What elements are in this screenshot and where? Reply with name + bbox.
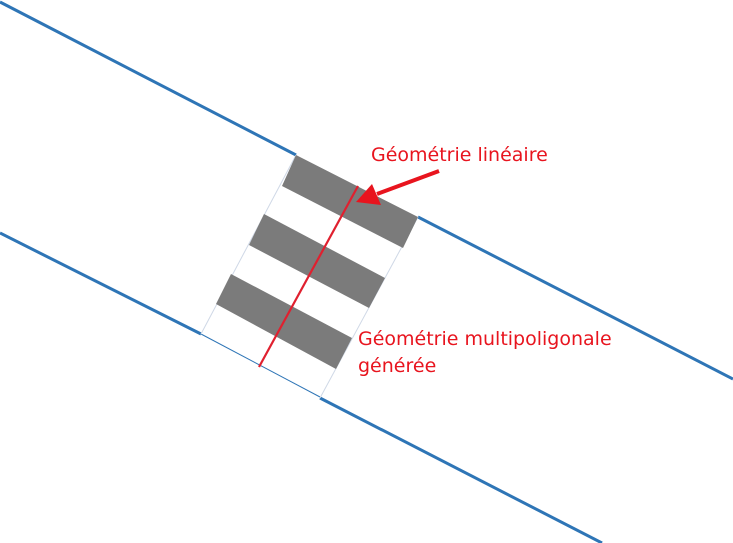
road-edge-upper-left <box>0 0 297 157</box>
arrow-head-icon <box>356 184 381 205</box>
label-multipolygon-geometry-line1: Géométrie multipoligonale <box>358 328 612 350</box>
road-edge-lower-right <box>319 396 603 543</box>
arrow-shaft <box>376 169 440 196</box>
road-edge-lower-left <box>0 231 202 336</box>
road-edge-upper-right <box>417 215 733 381</box>
linear-geometry-line <box>258 185 359 368</box>
annotation-arrow <box>356 169 440 205</box>
label-linear-geometry: Géométrie linéaire <box>371 144 548 166</box>
label-multipolygon-geometry-line2: générée <box>358 355 436 377</box>
